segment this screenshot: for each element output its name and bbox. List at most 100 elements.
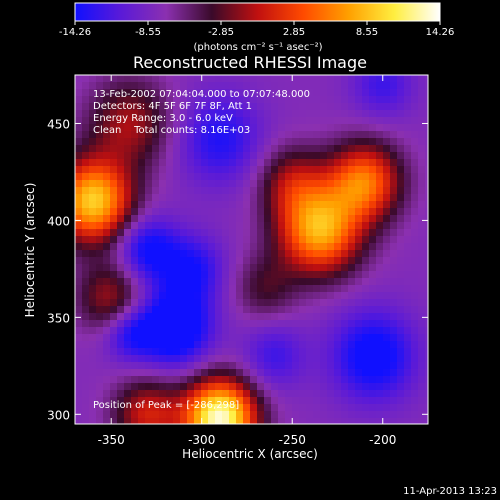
- heatmap-cell: [215, 376, 223, 384]
- heatmap-cell: [411, 215, 419, 223]
- heatmap-cell: [159, 397, 167, 405]
- heatmap-cell: [75, 299, 83, 307]
- heatmap-cell: [320, 418, 328, 424]
- heatmap-cell: [173, 250, 181, 258]
- heatmap-cell: [278, 292, 286, 300]
- heatmap-cell: [376, 404, 384, 412]
- heatmap-cell: [96, 418, 104, 424]
- heatmap-cell: [187, 376, 195, 384]
- heatmap-cell: [75, 201, 83, 209]
- heatmap-cell: [264, 411, 272, 419]
- heatmap-cell: [96, 145, 104, 153]
- heatmap-cell: [383, 397, 391, 405]
- heatmap-cell: [362, 180, 370, 188]
- heatmap-cell: [397, 194, 405, 202]
- heatmap-cell: [397, 355, 405, 363]
- heatmap-cell: [327, 208, 335, 216]
- heatmap-cell: [124, 117, 132, 125]
- heatmap-cell: [362, 418, 370, 424]
- heatmap-cell: [383, 383, 391, 391]
- heatmap-cell: [152, 138, 160, 146]
- heatmap-cell: [138, 159, 146, 167]
- heatmap-cell: [187, 257, 195, 265]
- heatmap-cell: [334, 194, 342, 202]
- heatmap-cell: [89, 306, 97, 314]
- heatmap-cell: [187, 201, 195, 209]
- heatmap-cell: [355, 187, 363, 195]
- heatmap-cell: [110, 313, 118, 321]
- heatmap-cell: [138, 285, 146, 293]
- heatmap-cell: [201, 257, 209, 265]
- heatmap-cell: [138, 117, 146, 125]
- heatmap-cell: [222, 376, 230, 384]
- heatmap-cell: [306, 299, 314, 307]
- heatmap-cell: [348, 124, 356, 132]
- heatmap-cell: [362, 131, 370, 139]
- heatmap-cell: [257, 348, 265, 356]
- heatmap-cell: [222, 159, 230, 167]
- heatmap-cell: [103, 355, 111, 363]
- heatmap-cell: [131, 215, 139, 223]
- heatmap-cell: [285, 159, 293, 167]
- heatmap-cell: [327, 411, 335, 419]
- heatmap-cell: [250, 75, 258, 83]
- heatmap-cell: [180, 173, 188, 181]
- heatmap-cell: [82, 383, 90, 391]
- heatmap-cell: [292, 103, 300, 111]
- heatmap-cell: [229, 159, 237, 167]
- heatmap-cell: [369, 257, 377, 265]
- heatmap-cell: [320, 96, 328, 104]
- heatmap-cell: [208, 89, 216, 97]
- colorbar-tick-label: -8.55: [135, 27, 161, 38]
- heatmap-cell: [418, 236, 426, 244]
- heatmap-cell: [82, 411, 90, 419]
- heatmap-cell: [145, 166, 153, 174]
- heatmap-cell: [75, 285, 83, 293]
- heatmap-cell: [425, 250, 428, 258]
- heatmap-cell: [194, 89, 202, 97]
- heatmap-cell: [404, 194, 412, 202]
- heatmap-cell: [271, 355, 279, 363]
- heatmap-cell: [243, 362, 251, 370]
- heatmap-cell: [201, 250, 209, 258]
- heatmap-cell: [362, 299, 370, 307]
- heatmap-cell: [299, 348, 307, 356]
- heatmap-cell: [194, 208, 202, 216]
- heatmap-cell: [159, 215, 167, 223]
- heatmap-cell: [250, 96, 258, 104]
- heatmap-cell: [271, 117, 279, 125]
- heatmap-cell: [362, 96, 370, 104]
- heatmap-cell: [173, 180, 181, 188]
- heatmap-cell: [96, 320, 104, 328]
- heatmap-cell: [201, 159, 209, 167]
- heatmap-cell: [425, 355, 428, 363]
- heatmap-cell: [404, 362, 412, 370]
- heatmap-cell: [362, 236, 370, 244]
- heatmap-cell: [194, 341, 202, 349]
- heatmap-cell: [320, 138, 328, 146]
- heatmap-cell: [383, 131, 391, 139]
- heatmap-cell: [159, 103, 167, 111]
- heatmap-cell: [404, 173, 412, 181]
- heatmap-cell: [404, 117, 412, 125]
- heatmap-cell: [138, 348, 146, 356]
- heatmap-cell: [166, 180, 174, 188]
- heatmap-cell: [285, 96, 293, 104]
- heatmap-cell: [180, 82, 188, 90]
- heatmap-cell: [418, 159, 426, 167]
- heatmap-cell: [418, 334, 426, 342]
- heatmap-cell: [341, 376, 349, 384]
- heatmap-cell: [117, 299, 125, 307]
- heatmap-cell: [348, 334, 356, 342]
- heatmap-cell: [362, 313, 370, 321]
- heatmap-cell: [334, 222, 342, 230]
- heatmap-cell: [82, 292, 90, 300]
- heatmap-cell: [208, 194, 216, 202]
- heatmap-cell: [75, 89, 83, 97]
- heatmap-cell: [306, 75, 314, 83]
- heatmap-cell: [348, 369, 356, 377]
- heatmap-cell: [180, 159, 188, 167]
- heatmap-cell: [411, 257, 419, 265]
- heatmap-cell: [320, 404, 328, 412]
- heatmap-cell: [145, 292, 153, 300]
